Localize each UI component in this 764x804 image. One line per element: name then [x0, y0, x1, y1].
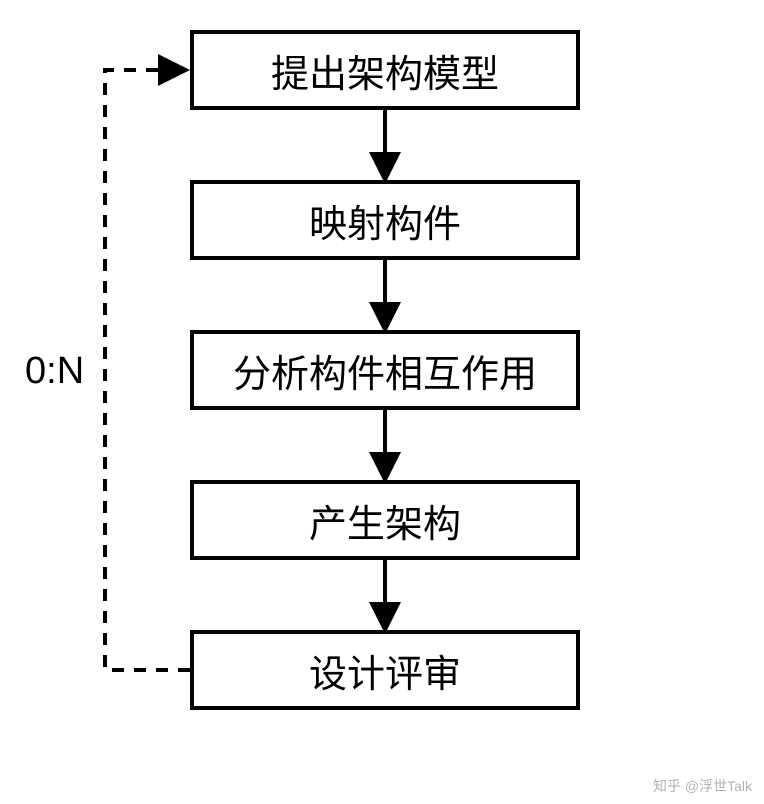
watermark-text: 知乎 @浮世Talk [653, 776, 752, 796]
loopback-edge [105, 70, 190, 670]
flowchart-node: 映射构件 [190, 180, 580, 260]
flowchart-node: 产生架构 [190, 480, 580, 560]
flowchart-node: 分析构件相互作用 [190, 330, 580, 410]
loopback-label: 0:N [25, 350, 84, 393]
flowchart-container: 提出架构模型映射构件分析构件相互作用产生架构设计评审 0:N 知乎 @浮世Tal… [0, 0, 764, 804]
flowchart-node: 设计评审 [190, 630, 580, 710]
flowchart-node: 提出架构模型 [190, 30, 580, 110]
